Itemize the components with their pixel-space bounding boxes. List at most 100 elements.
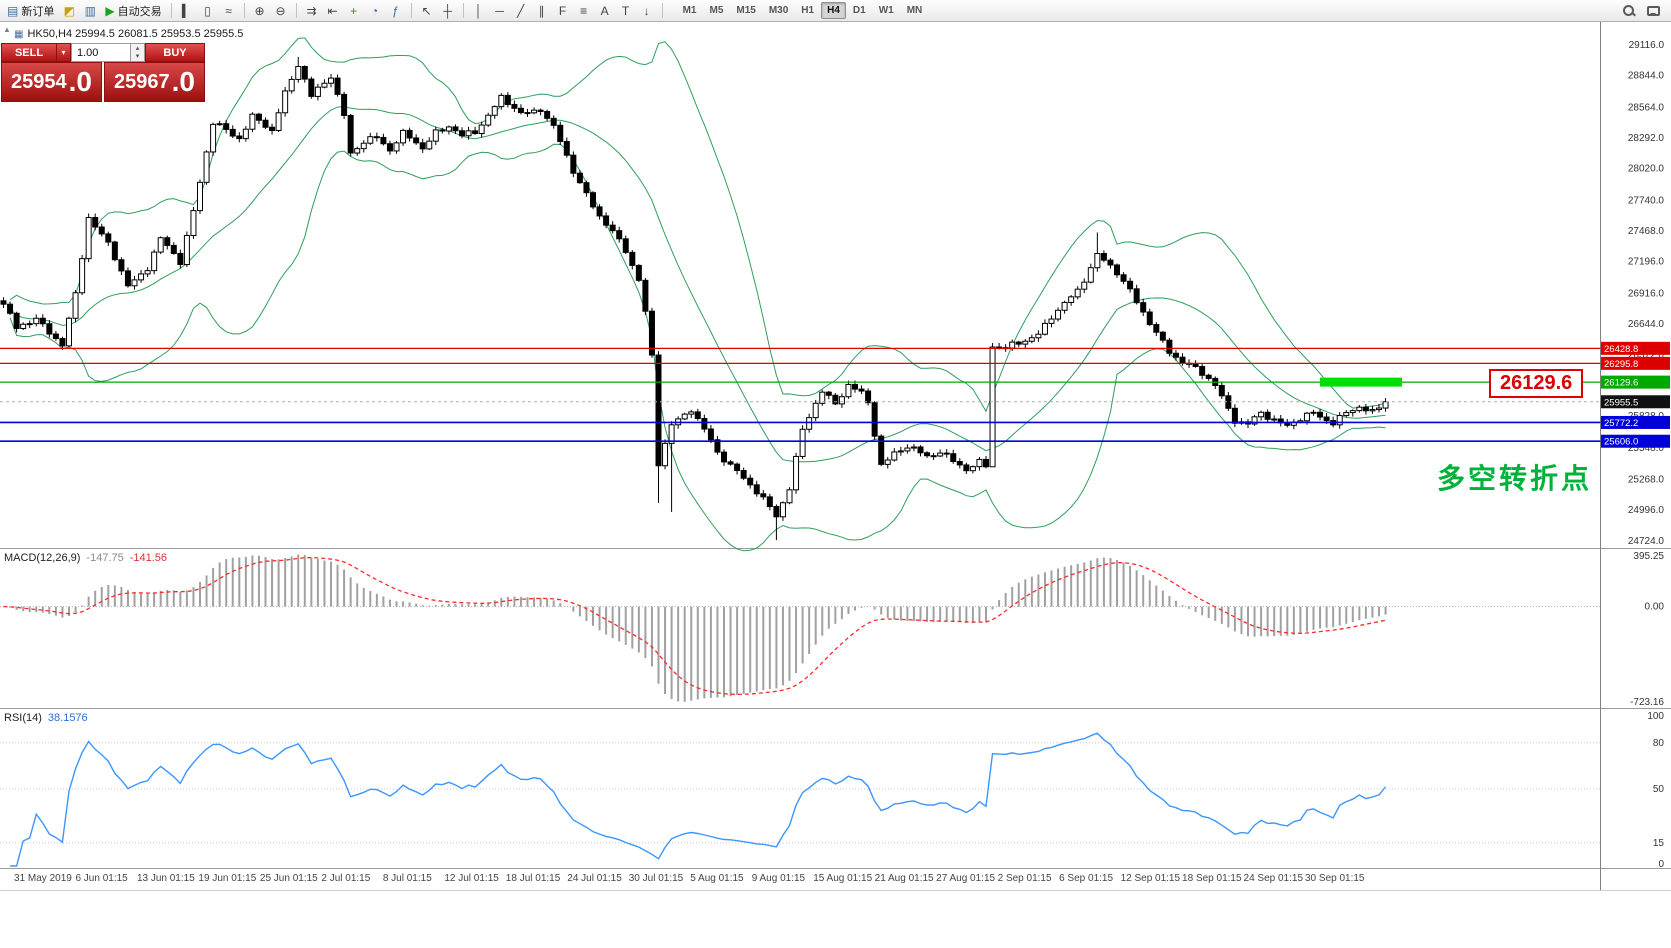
timeframe-m30[interactable]: M30 (763, 2, 794, 19)
sell-price: 25954 (11, 70, 67, 93)
svg-text:2 Jul 01:15: 2 Jul 01:15 (321, 873, 370, 884)
timeframe-h1[interactable]: H1 (795, 2, 820, 19)
svg-text:29116.0: 29116.0 (1629, 40, 1665, 51)
bollinger-bands (9, 37, 1386, 552)
trendline-button[interactable]: ╱ (511, 1, 531, 20)
svg-text:28844.0: 28844.0 (1628, 71, 1665, 82)
horizontal-line-button[interactable]: ─ (490, 1, 510, 20)
price-callout-label[interactable]: 26129.6 (1489, 369, 1584, 398)
sell-price-pips: .0 (68, 66, 92, 97)
buy-price-pips: .0 (171, 66, 195, 97)
macd-name: MACD(12,26,9) (4, 552, 81, 564)
volume-stepper[interactable]: ▴ ▾ (131, 43, 145, 62)
svg-text:15: 15 (1653, 838, 1665, 849)
spin-up-icon[interactable]: ▴ (135, 44, 140, 52)
time-axis-labels: 31 May 2019 6 Jun 01:15 13 Jun 01:15 19 Jun… (14, 873, 1365, 884)
svg-text:28020.0: 28020.0 (1628, 164, 1665, 175)
svg-text:18 Sep 01:15: 18 Sep 01:15 (1182, 873, 1242, 884)
macd-value: -147.75 (86, 552, 124, 564)
new-chart-button[interactable]: + (344, 1, 364, 20)
rsi-value: 38.1576 (47, 712, 88, 724)
svg-text:6 Sep 01:15: 6 Sep 01:15 (1059, 873, 1113, 884)
svg-text:21 Aug 01:15: 21 Aug 01:15 (875, 873, 934, 884)
svg-text:25606.0: 25606.0 (1604, 437, 1638, 448)
shapes-button[interactable]: ≡ (574, 1, 594, 20)
zoom-out-button[interactable]: ⊖ (271, 1, 291, 20)
svg-text:25548.0: 25548.0 (1628, 443, 1665, 454)
crosshair-button[interactable]: ┼ (438, 1, 458, 20)
line-chart-icon: ≈ (225, 3, 232, 18)
indicators-button[interactable]: ƒ (386, 1, 406, 20)
svg-text:0: 0 (1658, 859, 1664, 870)
price-axis-labels: 29116.0 28844.0 28564.0 28292.0 28020.0 27740… (1601, 40, 1670, 547)
toolbar-right (1618, 1, 1668, 20)
svg-text:-723.16: -723.16 (1630, 697, 1664, 708)
timeframe-m1[interactable]: M1 (677, 2, 703, 19)
buy-button[interactable]: BUY (145, 43, 205, 62)
svg-text:27468.0: 27468.0 (1628, 226, 1665, 237)
svg-text:12 Jul 01:15: 12 Jul 01:15 (444, 873, 499, 884)
volume-input[interactable] (71, 43, 131, 62)
svg-text:50: 50 (1653, 784, 1665, 795)
timeframe-m15[interactable]: M15 (730, 2, 761, 19)
bar-chart-icon: ▍ (181, 3, 192, 18)
timeframe-h4[interactable]: H4 (821, 2, 846, 19)
svg-text:25955.5: 25955.5 (1604, 397, 1638, 408)
indicators-icon: ƒ (392, 3, 399, 18)
svg-text:0.00: 0.00 (1645, 602, 1665, 613)
svg-text:395.25: 395.25 (1633, 551, 1664, 562)
label-button[interactable]: T (616, 1, 636, 20)
arrow-tools-icon: ↓ (643, 3, 650, 18)
buy-price: 25967 (114, 70, 170, 93)
panel-collapse-icon[interactable]: ▲ (3, 25, 11, 34)
horizontal-line-icon: ─ (495, 3, 504, 18)
auto-scroll-button[interactable]: ⇉ (302, 1, 322, 20)
timeframe-m5[interactable]: M5 (703, 2, 729, 19)
timeframe-w1[interactable]: W1 (873, 2, 900, 19)
buy-price-tile[interactable]: 25967.0 (104, 62, 205, 102)
cursor-button[interactable]: ↖ (417, 1, 437, 20)
candlestick-chart-button[interactable]: ▯ (198, 1, 218, 20)
order-type-dropdown[interactable]: ▾ (57, 43, 71, 62)
fibonacci-button[interactable]: F (553, 1, 573, 20)
line-chart-button[interactable]: ≈ (219, 1, 239, 20)
sell-button[interactable]: SELL (1, 43, 57, 62)
bar-chart-button[interactable]: ▍ (177, 1, 197, 20)
search-button[interactable] (1618, 1, 1639, 20)
chart-window-button[interactable]: ◩ (59, 1, 79, 20)
new-order-icon: ▤ (7, 3, 19, 18)
search-icon (1622, 4, 1635, 17)
svg-text:26916.0: 26916.0 (1628, 288, 1665, 299)
annotation-text[interactable]: 多空转折点 (1437, 463, 1593, 494)
chart-shift-button[interactable]: ⇤ (323, 1, 343, 20)
svg-text:26295.8: 26295.8 (1604, 359, 1638, 370)
arrow-tools-button[interactable]: ↓ (637, 1, 657, 20)
new-chart-icon: + (350, 3, 358, 18)
market-watch-icon: ▥ (84, 3, 97, 18)
chat-button[interactable] (1643, 1, 1664, 20)
autotrading-button[interactable]: ▶ 自动交易 (101, 1, 165, 20)
market-watch-button[interactable]: ▥ (80, 1, 100, 20)
profiles-button[interactable]: ◔ (365, 1, 385, 20)
chart-type-icon: ▦ (14, 29, 24, 40)
svg-text:80: 80 (1653, 738, 1665, 749)
sell-price-tile[interactable]: 25954.0 (1, 62, 102, 102)
svg-text:30 Sep 01:15: 30 Sep 01:15 (1305, 873, 1365, 884)
candlestick-chart-icon: ▯ (204, 3, 211, 18)
new-order-button[interactable]: ▤ 新订单 (3, 1, 58, 20)
text-button[interactable]: A (595, 1, 615, 20)
toolbar-separator (243, 3, 245, 18)
svg-text:27 Aug 01:15: 27 Aug 01:15 (936, 873, 995, 884)
text-icon: A (600, 3, 609, 18)
channel-button[interactable]: ∥ (532, 1, 552, 20)
vertical-line-button[interactable]: │ (469, 1, 489, 20)
svg-text:27740.0: 27740.0 (1628, 195, 1665, 206)
toolbar-buttons: ▤ 新订单 ◩ ▥ ▶ 自动交易 ▍ ▯ ≈ ⊕ ⊖ ⇉ ⇤ + ◔ ƒ ↖ ┼ │ ─ ╱ ∥ F ≡ A T ↓ (3, 1, 667, 20)
timeframe-d1[interactable]: D1 (847, 2, 872, 19)
rsi-window: 100 80 50 15 0 (0, 711, 1664, 870)
svg-text:24996.0: 24996.0 (1628, 505, 1665, 516)
spin-down-icon[interactable]: ▾ (135, 52, 140, 60)
timeframe-mn[interactable]: MN (901, 2, 929, 19)
zoom-in-button[interactable]: ⊕ (250, 1, 270, 20)
